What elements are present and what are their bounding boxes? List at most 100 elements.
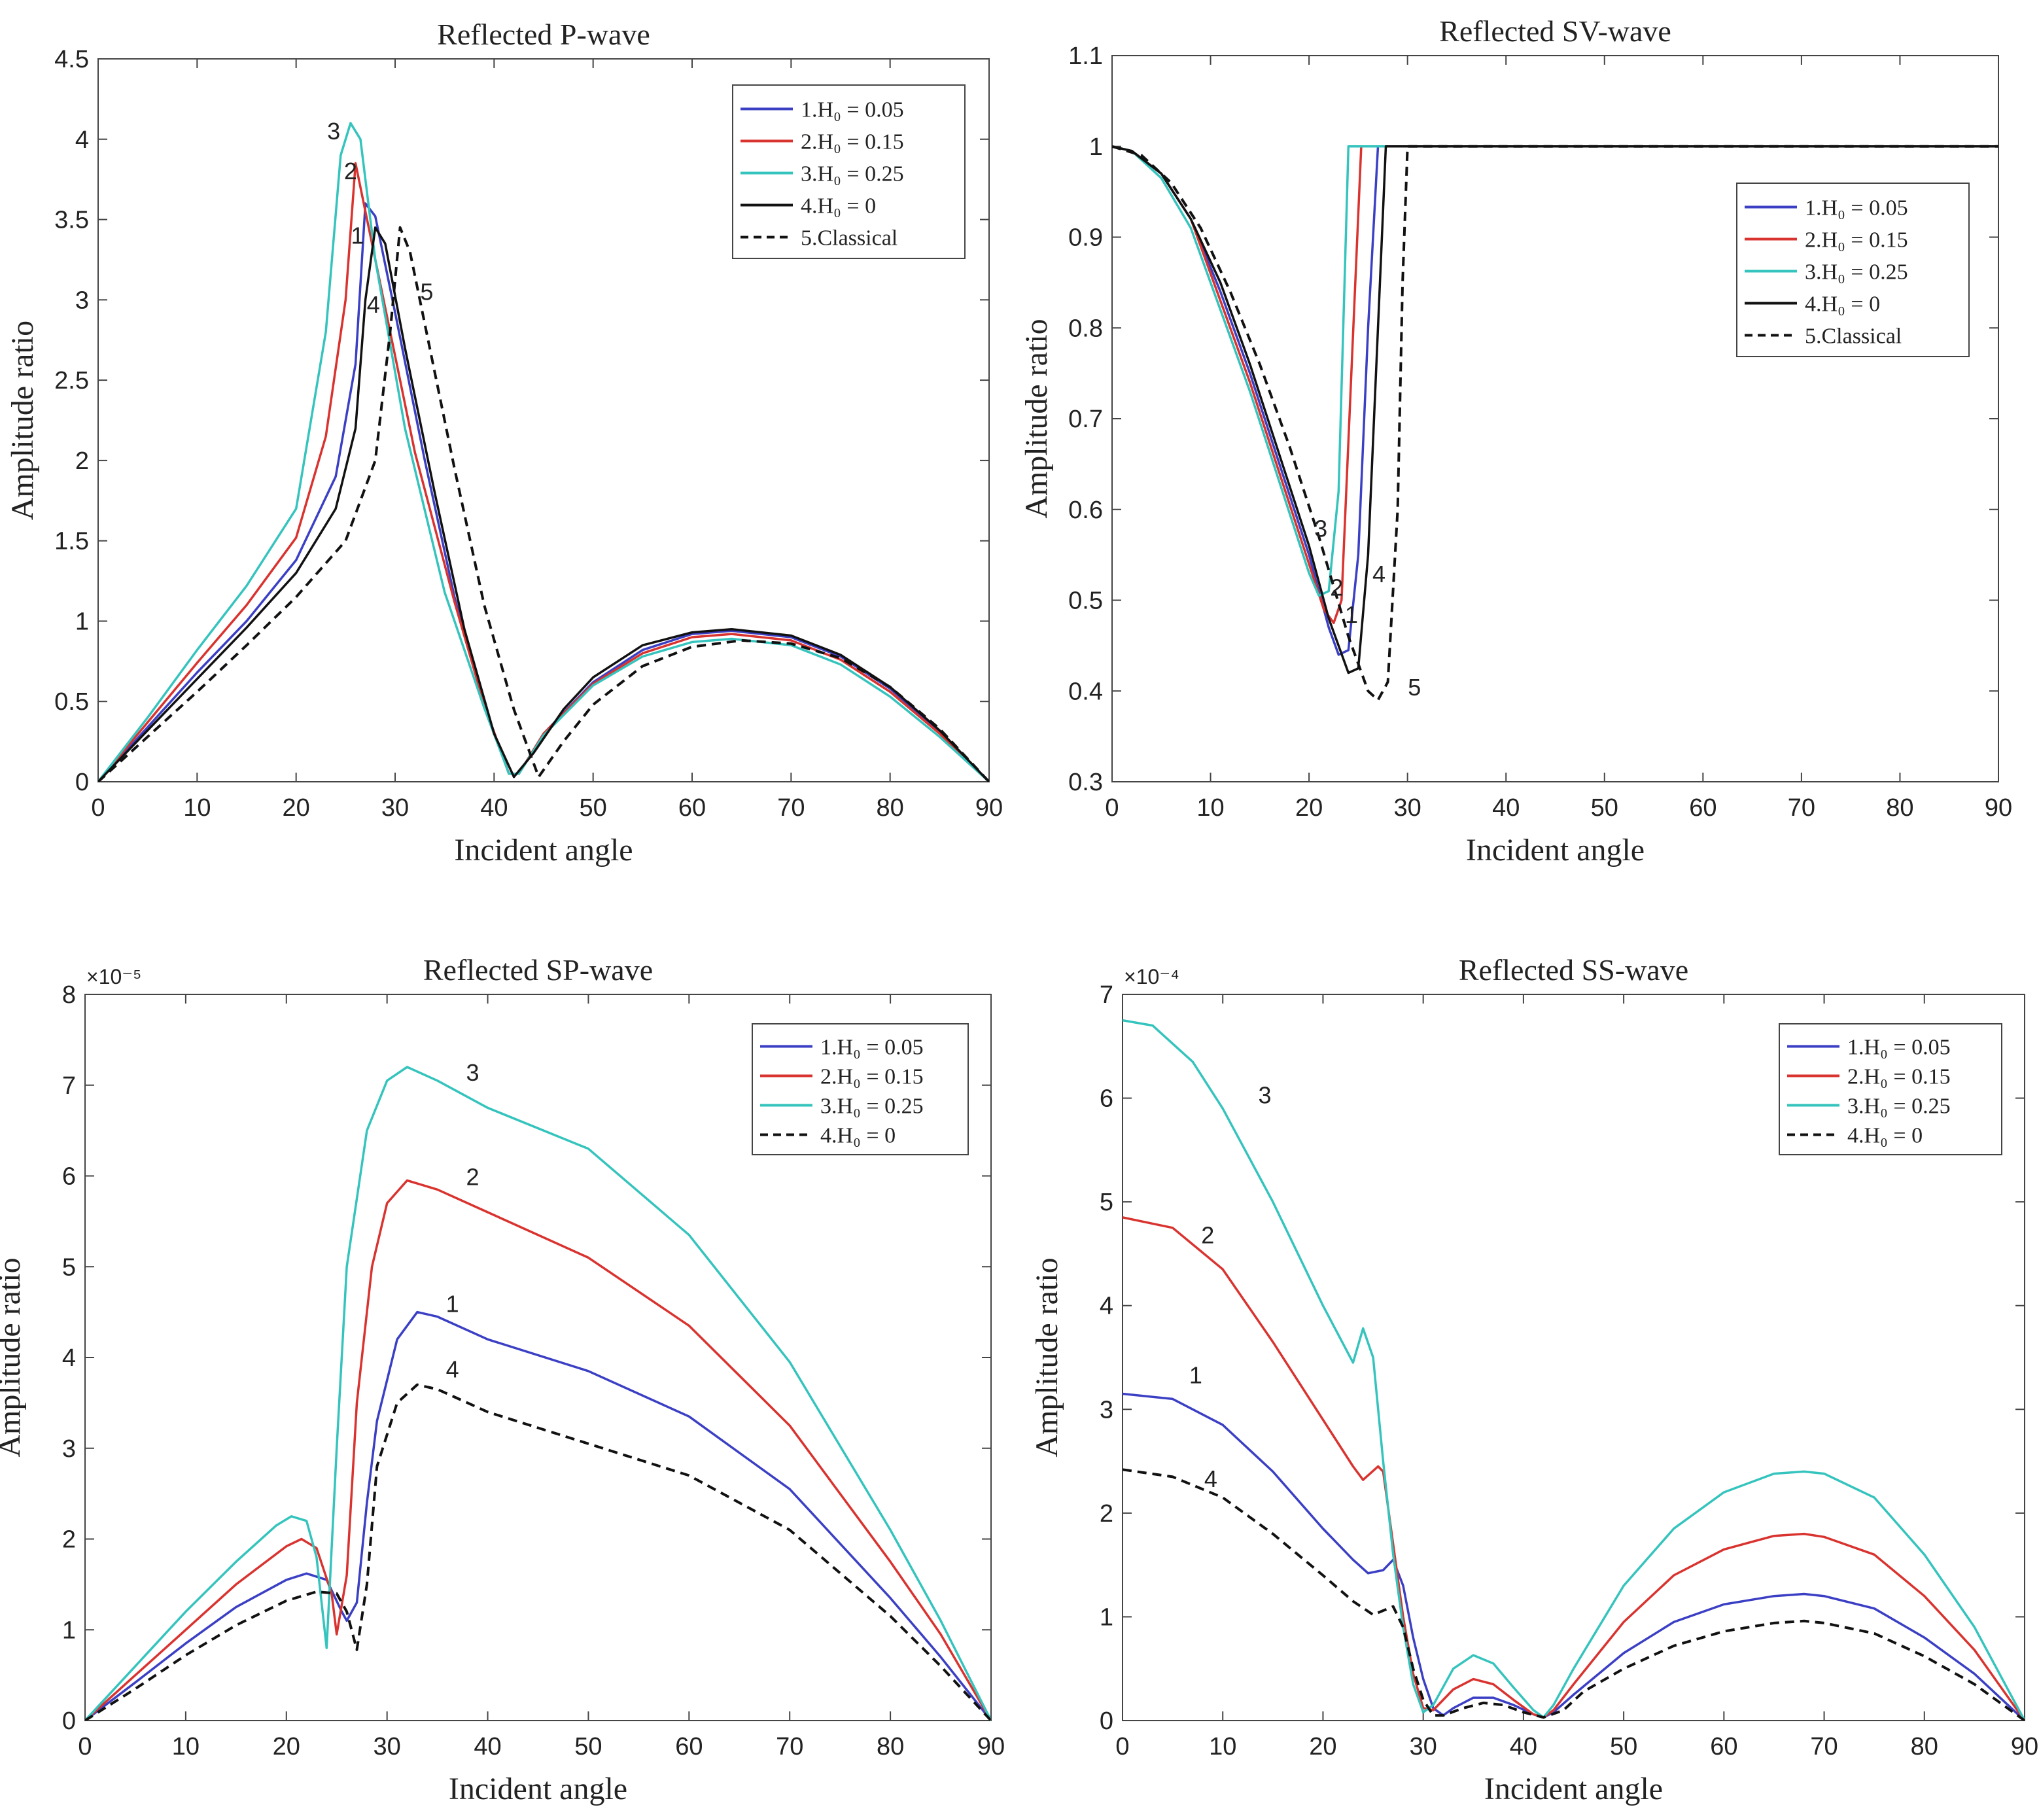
x-tick-label: 30 [374,1733,401,1760]
x-tick-label: 0 [1105,794,1119,822]
y-tick-label: 7 [1100,981,1113,1009]
x-axis-label: Incident angle [449,1772,627,1806]
x-tick-label: 10 [1196,794,1224,822]
x-tick-label: 70 [1788,794,1815,822]
plot-frame [1122,994,2025,1721]
x-tick-label: 0 [78,1733,92,1760]
series-line-2 [85,1179,991,1721]
axis-exponent-label: ×10⁻⁵ [86,965,141,989]
y-tick-label: 1 [1100,1603,1113,1631]
x-tick-label: 40 [480,794,508,822]
curve-label: 4 [446,1356,459,1383]
y-tick-label: 2.5 [54,367,89,394]
series-group [85,1066,991,1721]
legend-entry: 4.H₀ = 0 [1847,1124,1923,1148]
curve-label: 1 [351,222,364,249]
legend-entry: 2.H₀ = 0.15 [1805,228,1908,253]
y-tick-label: 4.5 [54,46,89,73]
y-axis-label: Amplitude ratio [1030,1257,1064,1457]
curve-label: 3 [466,1059,479,1086]
curve-label: 3 [327,118,340,145]
series-line-3 [1123,1019,2025,1721]
x-tick-label: 70 [776,1733,803,1760]
y-tick-label: 1 [1089,133,1103,161]
y-tick-label: 0.5 [1068,587,1103,615]
series-line-5 [1112,145,1998,702]
x-tick-label: 0 [1115,1733,1129,1760]
curve-label: 2 [1330,574,1343,601]
y-tick-label: 0 [75,769,89,796]
x-tick-label: 0 [91,794,105,822]
x-tick-label: 20 [1309,1733,1336,1760]
legend-entry: 3.H₀ = 0.25 [1805,260,1908,285]
x-tick-label: 50 [574,1733,602,1760]
legend-entry: 3.H₀ = 0.25 [801,162,904,186]
x-tick-label: 60 [1710,1733,1737,1760]
x-tick-label: 70 [1810,1733,1838,1760]
x-tick-label: 40 [1510,1733,1537,1760]
curve-label: 4 [1372,561,1385,587]
y-tick-label: 0.3 [1068,769,1103,796]
legend-entry: 1.H₀ = 0.05 [1847,1036,1951,1060]
x-tick-label: 50 [580,794,607,822]
y-axis-label: Amplitude ratio [5,321,40,520]
plot-frame [97,58,990,782]
y-tick-label: 1 [62,1617,76,1644]
y-tick-label: 0.5 [54,688,89,716]
x-axis-label: Incident angle [1484,1772,1663,1806]
y-tick-label: 2 [1100,1500,1113,1528]
curve-label: 1 [1189,1362,1202,1389]
curve-label: 3 [1314,515,1327,542]
series-line-4 [85,1383,991,1721]
series-group [1123,1019,2025,1721]
series-line-5 [98,226,989,782]
x-tick-label: 10 [172,1733,200,1760]
x-tick-label: 40 [474,1733,501,1760]
x-tick-label: 60 [678,794,706,822]
legend-entry: 4.H₀ = 0 [801,194,876,219]
curve-label: 5 [420,278,433,305]
x-tick-label: 20 [283,794,310,822]
x-tick-label: 70 [777,794,805,822]
series-line-2 [1123,1216,2025,1721]
y-tick-label: 0.6 [1068,497,1103,524]
chart-panel-3: 0 10 20 30 40 50 60 70 80 90 0 1 2 3 4 5 6 7 8 ×10⁻⁵ Reflect… [0,953,1005,1806]
series-line-3 [1112,145,1998,597]
x-tick-label: 10 [1209,1733,1236,1760]
chart-title: Reflected SV-wave [1439,14,1671,48]
legend-entry: 1.H₀ = 0.05 [1805,196,1908,220]
chart-title: Reflected SS-wave [1459,953,1688,987]
x-tick-label: 80 [877,1733,904,1760]
y-axis-label: Amplitude ratio [0,1257,27,1457]
x-axis-label: Incident angle [454,833,633,867]
series-group [98,122,989,782]
chart-panel-4: 0 10 20 30 40 50 60 70 80 90 0 1 2 3 4 5 6 7 ×10⁻⁴ Reflecte… [1030,953,2038,1806]
legend-entry: 5.Classical [1805,324,1902,349]
x-tick-label: 10 [183,794,211,822]
chart-panel-2: 0 10 20 30 40 50 60 70 80 90 0.3 0.4 0.5 0.6 0.7 0.8 0.9… [1019,14,2012,867]
y-tick-label: 0.4 [1068,678,1103,705]
legend: 1.H₀ = 0.05 2.H₀ = 0.15 3.H₀ = 0.25 4.H₀ = … [1736,183,1970,357]
legend: 1.H₀ = 0.05 2.H₀ = 0.15 3.H₀ = 0.25 4.H₀ = … [1779,1023,2002,1155]
chart-panel-1: 0 10 20 30 40 50 60 70 80 90 0 0.5 1 1.5 2 2.5 3 3.5 4 4.5 R… [5,18,1003,867]
legend: 1.H₀ = 0.05 2.H₀ = 0.15 3.H₀ = 0.25 4.H₀ = … [752,1023,969,1155]
x-tick-label: 50 [1591,794,1618,822]
series-line-3 [85,1066,991,1721]
y-tick-label: 1.1 [1068,43,1103,70]
legend-entry: 4.H₀ = 0 [1805,292,1880,317]
y-tick-label: 0 [62,1707,76,1735]
curve-label: 4 [367,291,380,318]
y-tick-label: 5 [1100,1189,1113,1216]
x-tick-label: 90 [975,794,1003,822]
y-tick-label: 3 [62,1435,76,1463]
y-tick-label: 4 [62,1344,76,1372]
series-line-4 [98,226,989,782]
x-tick-label: 90 [1985,794,2012,822]
series-group [1112,145,1998,702]
x-axis-label: Incident angle [1466,833,1645,867]
curve-label: 2 [1201,1222,1214,1249]
y-tick-label: 5 [62,1253,76,1281]
legend: 1.H₀ = 0.05 2.H₀ = 0.15 3.H₀ = 0.25 4.H₀ = … [732,84,966,259]
legend-entry: 1.H₀ = 0.05 [820,1036,924,1060]
y-tick-label: 2 [62,1526,76,1554]
